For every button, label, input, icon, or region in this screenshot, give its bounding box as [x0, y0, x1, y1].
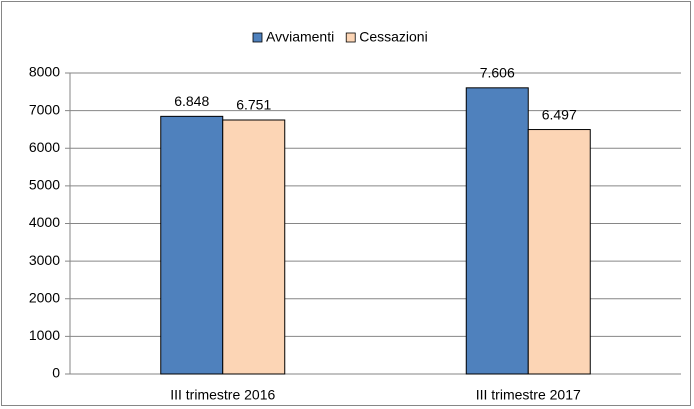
value-label: 6.497	[542, 106, 577, 122]
y-tick-label: 0	[52, 365, 60, 381]
y-tick-label: 2000	[29, 289, 60, 305]
bar	[222, 119, 286, 375]
value-label: 6.751	[236, 97, 271, 113]
y-tick-label: 5000	[29, 177, 60, 193]
bar	[465, 87, 529, 375]
y-tick-label: 4000	[29, 214, 60, 230]
bar	[527, 129, 591, 375]
bar	[160, 115, 224, 375]
y-tick-label: 1000	[29, 327, 60, 343]
y-tick-label: 7000	[29, 101, 60, 117]
x-tick-label: III trimestre 2016	[170, 387, 275, 403]
y-tick-label: 8000	[29, 64, 60, 80]
x-tick-label: III trimestre 2017	[476, 387, 581, 403]
value-label: 7.606	[480, 65, 515, 81]
legend-label: Cessazioni	[359, 29, 427, 45]
legend-swatch	[252, 32, 263, 43]
y-tick-label: 6000	[29, 139, 60, 155]
value-label: 6.848	[174, 93, 209, 109]
legend-swatch	[345, 32, 356, 43]
y-tick-label: 3000	[29, 252, 60, 268]
legend-label: Avviamenti	[266, 29, 334, 45]
